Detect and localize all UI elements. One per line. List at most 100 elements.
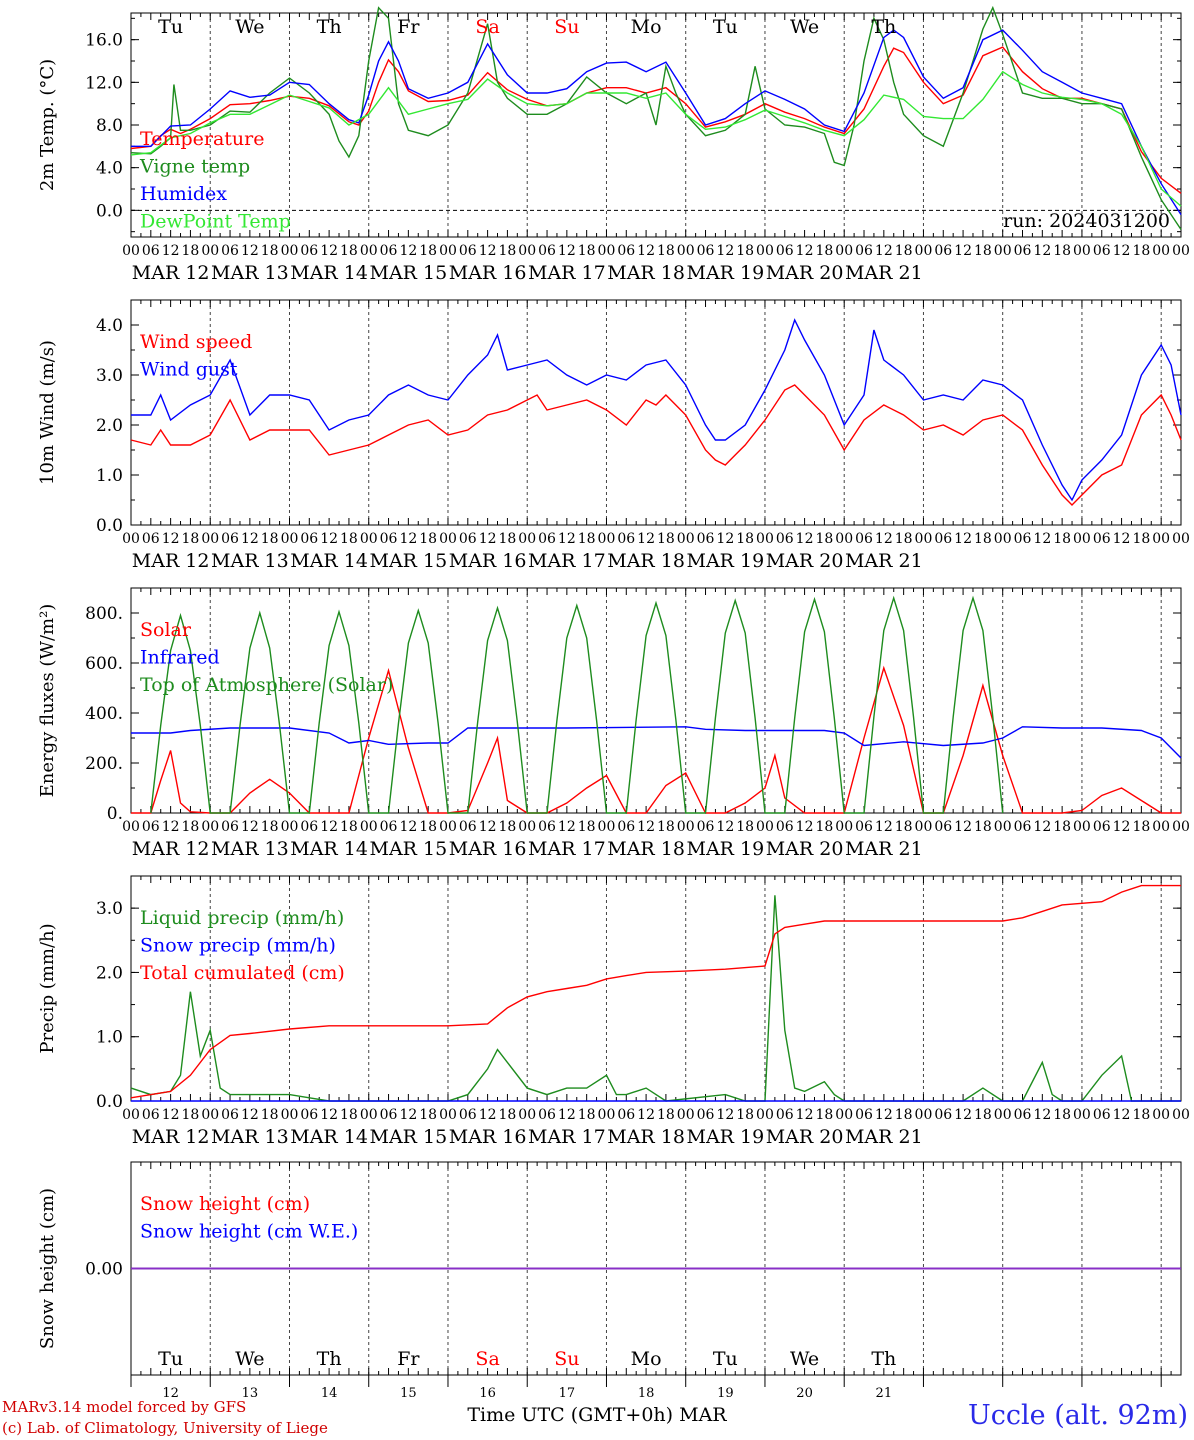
hour-label: 00 (598, 819, 616, 835)
hour-label: 00 (994, 531, 1012, 547)
hour-label: 18 (340, 531, 358, 547)
hour-label: 00 (756, 243, 774, 259)
hour-label: 12 (716, 819, 734, 835)
hour-label: 00 (1152, 243, 1170, 259)
date-label: MAR 15 (370, 838, 448, 860)
legend-entry: Wind gust (140, 359, 238, 381)
hour-label: 18 (736, 819, 754, 835)
day-number-label: 12 (162, 1386, 179, 1400)
hour-label: 12 (637, 531, 655, 547)
hour-label: 00 (915, 1107, 933, 1123)
y-axis-label: Precip (mm/h) (37, 923, 58, 1053)
date-label: MAR 18 (607, 838, 685, 860)
hour-label: 00 (439, 1107, 457, 1123)
hour-label: 06 (300, 243, 318, 259)
hour-label: 18 (419, 1107, 437, 1123)
hour-label: 18 (974, 1107, 992, 1123)
series-line-1 (131, 726, 1182, 759)
hour-label: 18 (419, 243, 437, 259)
weekday-label: Fr (397, 16, 420, 38)
legend-entry: Infrared (140, 647, 220, 669)
hour-label: 12 (796, 243, 814, 259)
date-label: MAR 18 (607, 262, 685, 284)
weekday-label-bottom: Th (871, 1348, 896, 1370)
hour-label: 18 (895, 531, 913, 547)
hour-label: 00 (756, 531, 774, 547)
hour-label: 06 (380, 531, 398, 547)
legend-entry: Vigne temp (139, 156, 250, 178)
hour-label: 06 (934, 243, 952, 259)
hour-label: 18 (419, 819, 437, 835)
date-label: MAR 21 (845, 262, 923, 284)
hour-label: 18 (815, 1107, 833, 1123)
day-number-label: 18 (638, 1386, 655, 1400)
hour-label: 12 (320, 243, 338, 259)
hour-label: 06 (300, 819, 318, 835)
hour-label: 06 (380, 819, 398, 835)
hour-label: 06 (855, 819, 873, 835)
series-line-2 (150, 595, 1004, 814)
hour-label: 00 (915, 531, 933, 547)
hour-label: 12 (162, 531, 180, 547)
hour-label: 12 (716, 243, 734, 259)
date-label: MAR 17 (528, 550, 606, 572)
hour-label: 06 (697, 531, 715, 547)
hour-label: 06 (459, 531, 477, 547)
hour-label: 00 (1073, 1107, 1091, 1123)
weekday-label-bottom: Su (554, 1348, 579, 1370)
weekday-label-bottom: We (790, 1348, 819, 1370)
y-tick-label: 3.0 (96, 899, 123, 919)
hour-label: 12 (479, 531, 497, 547)
hour-label: 12 (399, 1107, 417, 1123)
date-label: MAR 20 (766, 262, 844, 284)
series-line-1 (130, 5, 1182, 230)
date-label: MAR 19 (686, 838, 764, 860)
hour-label: 06 (538, 1107, 556, 1123)
legend-entry: Humidex (140, 183, 227, 205)
date-label: MAR 13 (211, 262, 289, 284)
date-label: MAR 14 (290, 550, 368, 572)
hour-label: 18 (657, 1107, 675, 1123)
weekday-label: We (790, 16, 819, 38)
date-label: MAR 20 (766, 550, 844, 572)
hour-label: 18 (261, 1107, 279, 1123)
hour-label: 06 (855, 243, 873, 259)
day-number-label: 14 (321, 1386, 338, 1400)
hour-label: 06 (617, 1107, 635, 1123)
hour-label: 06 (1093, 819, 1111, 835)
hour-label: 00 (518, 819, 536, 835)
hour-label: 12 (954, 243, 972, 259)
hour-label: 06 (776, 243, 794, 259)
y-tick-label: 0. (107, 804, 123, 824)
series-line-1 (131, 318, 1182, 502)
hour-label: 00 (677, 1107, 695, 1123)
hour-label: 00 (1172, 243, 1190, 259)
hour-label: 12 (479, 1107, 497, 1123)
hour-label: 12 (954, 531, 972, 547)
hour-label: 06 (1014, 819, 1032, 835)
hour-label: 06 (855, 531, 873, 547)
hour-label: 12 (479, 819, 497, 835)
hour-label: 18 (340, 819, 358, 835)
hour-label: 06 (617, 243, 635, 259)
hour-label: 06 (1093, 243, 1111, 259)
hour-label: 00 (1073, 243, 1091, 259)
date-label: MAR 20 (766, 838, 844, 860)
date-label: MAR 19 (686, 1126, 764, 1148)
hour-label: 00 (518, 1107, 536, 1123)
hour-label: 06 (459, 243, 477, 259)
hour-label: 12 (162, 819, 180, 835)
date-label: MAR 16 (449, 1126, 527, 1148)
weekday-label: Th (871, 16, 896, 38)
date-label: MAR 14 (290, 838, 368, 860)
weekday-label: Su (554, 16, 579, 38)
date-label: MAR 16 (449, 550, 527, 572)
hour-label: 18 (736, 243, 754, 259)
date-label: MAR 15 (370, 262, 448, 284)
hour-label: 12 (1033, 243, 1051, 259)
date-label: MAR 17 (528, 262, 606, 284)
hour-label: 12 (399, 531, 417, 547)
x-axis-title-text: Time UTC (GMT+0h) (467, 1404, 674, 1426)
y-tick-label: 0.0 (96, 201, 123, 221)
hour-label: 18 (974, 531, 992, 547)
